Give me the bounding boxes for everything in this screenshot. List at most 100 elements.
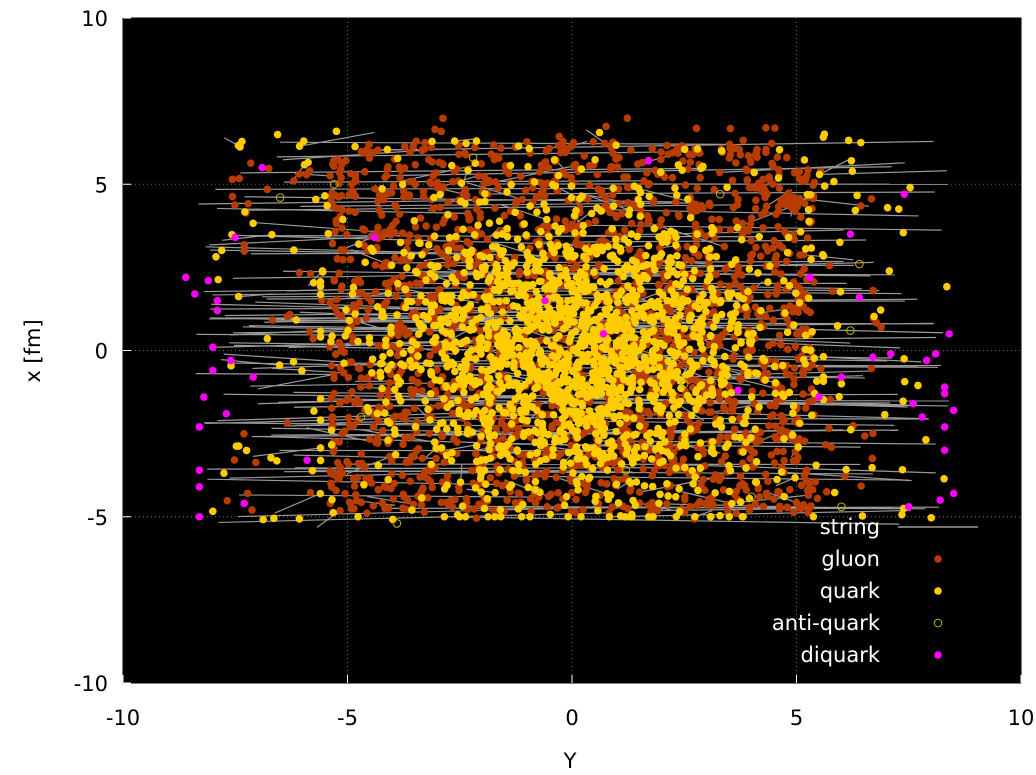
gluon-point bbox=[374, 486, 383, 494]
gluon-point bbox=[471, 143, 479, 152]
gluon-point bbox=[770, 268, 779, 276]
gluon-point bbox=[867, 195, 876, 203]
gluon-point bbox=[825, 424, 833, 433]
quark-point bbox=[590, 449, 599, 458]
gluon-point bbox=[365, 382, 374, 390]
gluon-point bbox=[674, 149, 682, 157]
gluon-point bbox=[427, 143, 436, 152]
gluon-point bbox=[597, 186, 606, 195]
gluon-point bbox=[391, 253, 399, 262]
gluon-point bbox=[738, 219, 747, 228]
gluon-point bbox=[392, 203, 400, 211]
quark-point bbox=[622, 431, 631, 439]
quark-point bbox=[552, 334, 560, 343]
quark-point bbox=[545, 272, 554, 281]
gluon-point bbox=[725, 140, 734, 149]
quark-point bbox=[292, 316, 301, 324]
quark-point bbox=[552, 354, 560, 362]
quark-point bbox=[835, 392, 843, 401]
quark-point bbox=[672, 464, 680, 472]
gluon-point bbox=[745, 183, 754, 192]
diquark-point bbox=[837, 373, 846, 381]
quark-point bbox=[693, 230, 701, 238]
gluon-point bbox=[715, 168, 724, 177]
gluon-point bbox=[721, 406, 730, 414]
gluon-point bbox=[826, 395, 835, 404]
quark-point bbox=[504, 374, 512, 382]
quark-point bbox=[610, 358, 619, 367]
quark-point bbox=[496, 512, 505, 521]
quark-point bbox=[483, 374, 492, 383]
gluon-point bbox=[748, 387, 756, 396]
gluon-point bbox=[857, 482, 865, 490]
string-segment bbox=[609, 509, 911, 518]
gluon-point bbox=[400, 324, 408, 333]
quark-point bbox=[531, 266, 539, 275]
quark-point bbox=[341, 332, 350, 340]
quark-point bbox=[444, 246, 453, 255]
quark-point bbox=[503, 232, 512, 241]
gluon-point bbox=[730, 425, 739, 434]
quark-point bbox=[804, 206, 813, 214]
gluon-point bbox=[694, 419, 703, 428]
quark-point bbox=[809, 512, 818, 521]
quark-point bbox=[637, 285, 645, 294]
quark-point bbox=[361, 258, 369, 267]
gluon-point bbox=[869, 429, 877, 438]
quark-point bbox=[466, 301, 475, 309]
gluon-point bbox=[409, 177, 417, 186]
quark-point bbox=[639, 328, 648, 336]
quark-point bbox=[579, 331, 588, 339]
quark-point bbox=[619, 324, 628, 332]
quark-point bbox=[512, 379, 521, 388]
quark-point bbox=[387, 329, 395, 337]
quark-point bbox=[387, 261, 396, 270]
quark-point bbox=[299, 137, 308, 145]
gluon-point bbox=[813, 494, 822, 503]
gluon-point bbox=[450, 213, 459, 221]
quark-point bbox=[408, 506, 416, 514]
quark-point bbox=[532, 449, 541, 458]
quark-point bbox=[471, 355, 480, 364]
gluon-point bbox=[421, 261, 430, 269]
gluon-point bbox=[474, 172, 483, 180]
gluon-point bbox=[406, 477, 415, 486]
quark-point bbox=[622, 414, 631, 422]
gluon-point bbox=[775, 184, 784, 193]
gluon-point bbox=[791, 342, 800, 351]
quark-point bbox=[592, 429, 600, 438]
quark-point bbox=[461, 412, 469, 420]
gluon-point bbox=[801, 404, 810, 412]
quark-point bbox=[853, 191, 861, 200]
gluon-point bbox=[426, 351, 434, 360]
quark-point bbox=[579, 229, 587, 237]
gluon-point bbox=[637, 220, 645, 229]
gluon-point bbox=[513, 197, 521, 205]
gluon-point bbox=[401, 433, 409, 442]
string-segment bbox=[819, 170, 947, 176]
gluon-point bbox=[344, 460, 353, 468]
quark-point bbox=[503, 348, 512, 357]
gluon-point bbox=[775, 488, 784, 496]
quark-point bbox=[688, 466, 697, 475]
quark-point bbox=[385, 419, 394, 427]
quark-point bbox=[249, 219, 257, 228]
quark-point bbox=[501, 442, 510, 450]
quark-point bbox=[534, 313, 543, 322]
gluon-point bbox=[828, 287, 837, 296]
quark-point bbox=[452, 232, 460, 241]
gluon-point bbox=[627, 219, 636, 228]
quark-point bbox=[438, 349, 446, 357]
gluon-point bbox=[775, 331, 784, 340]
quark-point bbox=[485, 445, 493, 454]
quark-point bbox=[376, 368, 385, 377]
quark-point bbox=[501, 281, 509, 289]
quark-point bbox=[641, 333, 649, 342]
gluon-point bbox=[433, 184, 442, 192]
quark-point bbox=[775, 145, 784, 154]
gluon-point bbox=[580, 152, 589, 160]
quark-point bbox=[339, 215, 347, 224]
quark-point bbox=[474, 221, 482, 229]
quark-point bbox=[694, 486, 702, 495]
gluon-point bbox=[531, 499, 540, 507]
